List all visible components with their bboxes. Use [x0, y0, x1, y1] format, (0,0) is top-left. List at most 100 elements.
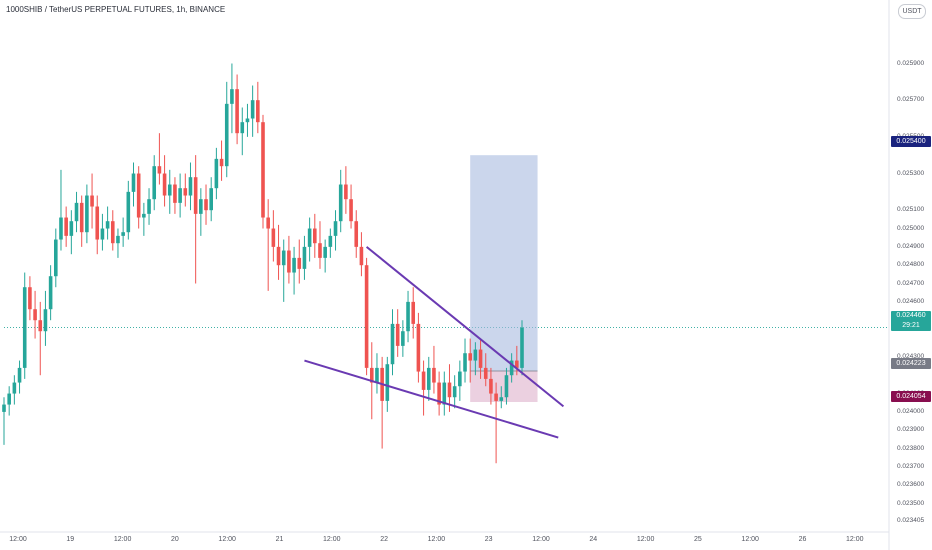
candle: [2, 397, 6, 445]
candle: [178, 173, 182, 218]
candle-body: [468, 353, 472, 361]
candle-body: [74, 202, 79, 222]
candle: [380, 356, 384, 449]
candle: [219, 140, 224, 181]
candle: [167, 169, 172, 214]
time-tick-label: 19: [66, 536, 75, 543]
candle-body: [22, 287, 27, 368]
candle: [100, 213, 105, 251]
candle: [126, 180, 131, 240]
candle: [416, 312, 421, 383]
candle: [152, 155, 157, 211]
candle: [328, 228, 333, 258]
candle: [406, 290, 410, 343]
candle-body: [354, 221, 359, 247]
candle-body: [338, 184, 343, 222]
candle-body: [426, 367, 431, 390]
candle-body: [369, 367, 374, 383]
candle: [489, 367, 493, 405]
candle: [442, 371, 447, 416]
candle-body: [432, 367, 436, 383]
time-tick-label: 22: [380, 536, 388, 543]
candle-body: [167, 184, 172, 196]
candle-body: [287, 250, 291, 273]
candle-body: [90, 195, 94, 207]
candle: [256, 81, 260, 134]
candle: [359, 232, 364, 277]
candle-body: [250, 100, 255, 119]
candle-body: [12, 382, 17, 394]
candle-body: [364, 265, 369, 368]
candle-body: [235, 89, 239, 134]
candle: [142, 202, 146, 236]
candle: [261, 114, 265, 229]
candle-body: [147, 199, 151, 214]
candle: [385, 356, 390, 412]
candle: [509, 353, 514, 383]
candle: [230, 63, 234, 134]
lower-trendline: [304, 359, 559, 439]
candle-body: [478, 349, 483, 368]
candle-body: [494, 393, 498, 401]
candle: [483, 353, 488, 387]
candle-body: [64, 217, 68, 236]
candle-body: [463, 353, 467, 372]
price-tick-label: 0.023800: [897, 444, 925, 452]
currency-badge[interactable]: USDT: [898, 4, 926, 19]
candle: [287, 235, 291, 284]
candle: [54, 228, 58, 288]
candle-body: [110, 221, 115, 244]
candle-body: [85, 195, 89, 233]
candle-body: [442, 382, 447, 405]
candle: [344, 166, 348, 214]
time-tick-label: 12:00: [218, 536, 236, 543]
candle-body: [323, 246, 327, 258]
candle: [224, 81, 229, 178]
candle-body: [489, 378, 493, 394]
candle: [271, 210, 276, 262]
candle-body: [452, 386, 457, 398]
candle: [318, 221, 322, 269]
time-tick-label: 20: [170, 536, 179, 543]
candle-body: [43, 309, 48, 332]
time-tick-label: 12:00: [113, 536, 132, 543]
candle-body: [131, 173, 136, 192]
price-tick-label: 0.023405: [897, 517, 925, 524]
candle: [313, 213, 317, 258]
candle: [85, 184, 89, 244]
price-tick-label: 0.025900: [897, 59, 925, 67]
candle-body: [224, 103, 229, 167]
chart-title: 1000SHIB / TetherUS PERPETUAL FUTURES, 1…: [6, 5, 226, 14]
candle-body: [458, 371, 462, 387]
candle-body: [328, 235, 333, 247]
last-price-value: 0.024460: [896, 312, 926, 319]
candle-body: [297, 257, 302, 269]
price-tick-label: 0.024000: [897, 407, 925, 415]
candle-body: [173, 184, 177, 203]
candle: [17, 360, 22, 394]
candle: [28, 276, 32, 321]
candle: [157, 133, 162, 185]
candle-body: [271, 228, 276, 247]
candle-body: [142, 213, 146, 218]
candle: [131, 162, 136, 207]
candle: [494, 382, 498, 464]
candle: [333, 210, 338, 251]
candle-body: [17, 367, 22, 383]
candle-body: [7, 393, 11, 405]
candle: [43, 290, 48, 346]
candle-body: [447, 382, 452, 398]
candle: [297, 239, 302, 284]
time-tick-label: 12:00: [323, 536, 341, 543]
time-tick-label: 12:00: [846, 536, 864, 543]
candle: [375, 353, 379, 394]
candle-body: [59, 217, 63, 240]
candle-body: [385, 364, 390, 401]
candle: [432, 345, 436, 394]
candle: [292, 246, 296, 295]
candle-body: [261, 122, 265, 218]
candle-body: [188, 177, 193, 196]
candle: [121, 217, 125, 247]
candle: [173, 177, 177, 214]
